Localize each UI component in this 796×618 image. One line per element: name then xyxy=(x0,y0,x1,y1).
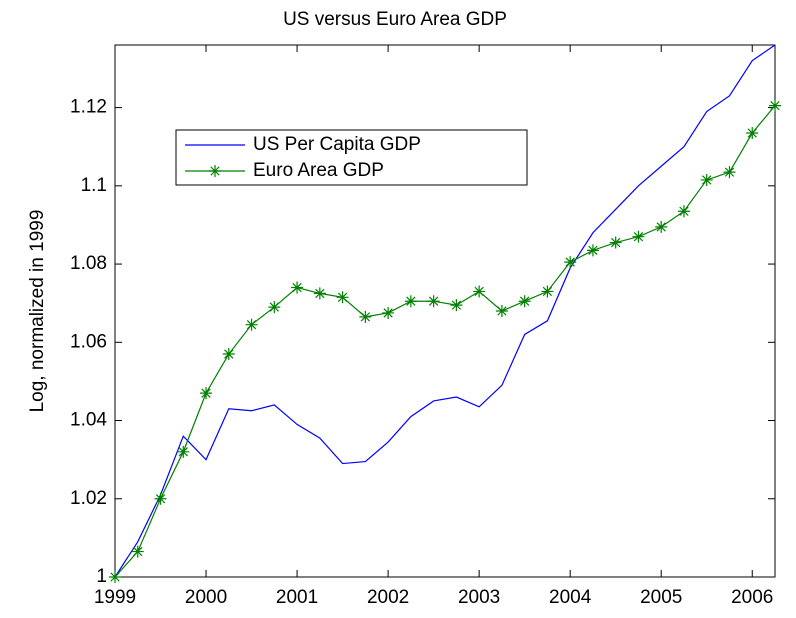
marker xyxy=(746,127,759,140)
legend-marker xyxy=(209,165,221,177)
x-tick-label: 2005 xyxy=(640,587,682,608)
y-tick-label: 1.1 xyxy=(81,175,107,196)
marker xyxy=(518,295,531,308)
marker xyxy=(700,173,713,186)
x-tick-label: 1999 xyxy=(94,587,136,608)
marker xyxy=(609,236,622,249)
marker xyxy=(222,348,235,361)
x-tick-label: 2000 xyxy=(185,587,227,608)
marker xyxy=(177,445,190,458)
marker xyxy=(632,230,645,243)
x-tick-label: 2006 xyxy=(731,587,773,608)
marker xyxy=(404,295,417,308)
marker xyxy=(586,244,599,257)
y-tick-label: 1.06 xyxy=(70,331,107,352)
marker xyxy=(677,205,690,218)
y-tick-label: 1 xyxy=(96,566,107,587)
series-line xyxy=(114,105,776,578)
y-tick-label: 1.12 xyxy=(70,97,107,118)
x-tick-label: 2003 xyxy=(458,587,500,608)
marker xyxy=(382,306,395,319)
series-line xyxy=(114,44,776,578)
marker xyxy=(154,492,167,505)
marker xyxy=(109,571,121,583)
marker xyxy=(495,305,508,317)
marker xyxy=(473,285,486,298)
marker xyxy=(655,220,668,233)
marker xyxy=(268,301,281,314)
marker xyxy=(313,287,326,300)
marker xyxy=(131,545,144,558)
marker xyxy=(336,291,349,304)
legend-box xyxy=(175,129,528,186)
marker xyxy=(723,166,736,179)
marker xyxy=(427,295,440,308)
y-axis-label: Log, normalized in 1999 xyxy=(27,210,48,413)
x-tick-label: 2001 xyxy=(276,587,318,608)
marker xyxy=(291,281,304,294)
y-tick-label: 1.08 xyxy=(70,253,107,274)
marker xyxy=(359,310,372,323)
chart-title: US versus Euro Area GDP xyxy=(283,9,507,30)
legend-label: Euro Area GDP xyxy=(253,160,384,181)
marker xyxy=(245,318,258,331)
marker xyxy=(200,387,213,400)
marker xyxy=(769,99,781,112)
x-tick-label: 2004 xyxy=(549,587,592,608)
x-tick-label: 2002 xyxy=(367,587,409,608)
marker xyxy=(541,285,554,298)
y-tick-label: 1.02 xyxy=(70,488,107,509)
plot-area xyxy=(114,44,776,578)
y-tick-label: 1.04 xyxy=(70,410,107,431)
marker xyxy=(450,299,463,312)
legend-label: US Per Capita GDP xyxy=(253,134,421,155)
marker xyxy=(564,256,577,269)
